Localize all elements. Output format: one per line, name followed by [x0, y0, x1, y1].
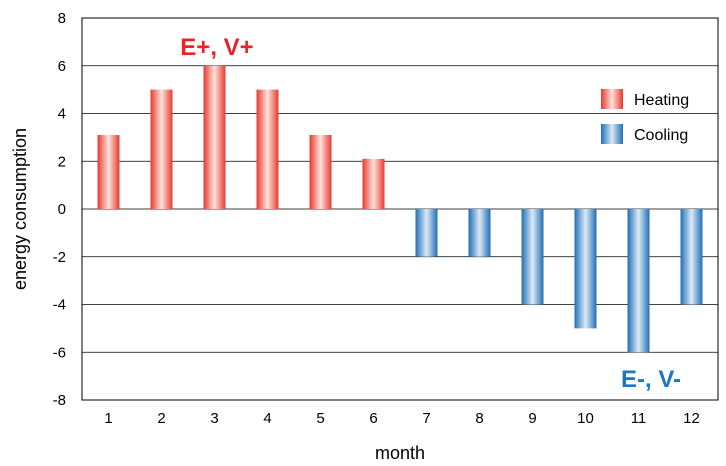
x-tick-label: 8: [475, 410, 483, 427]
y-tick-label: 6: [58, 58, 66, 75]
legend-label-cooling: Cooling: [634, 127, 688, 144]
heating-bar-2: [150, 89, 173, 209]
x-tick-label: 2: [157, 410, 165, 427]
y-tick-label: 8: [58, 10, 66, 27]
y-tick-labels: -8 -6 -4 -2 0 2 4 6 8: [53, 10, 66, 409]
heating-bar-1: [97, 134, 120, 209]
legend-swatch-heating: [601, 89, 623, 109]
annotation-heating: E+, V+: [180, 34, 253, 61]
heating-bar-5: [309, 134, 332, 209]
y-tick-label: -6: [53, 344, 66, 361]
heating-bar-4: [256, 89, 279, 209]
x-axis-label: month: [375, 443, 425, 463]
plot-frame: [81, 17, 719, 401]
heating-bar-3: [203, 65, 226, 209]
y-tick-label: -4: [53, 297, 66, 314]
cooling-bar-8: [468, 209, 491, 257]
heating-bar-6: [362, 158, 385, 209]
bars: [97, 65, 703, 353]
x-tick-label: 12: [683, 410, 700, 427]
cooling-bar-7: [415, 209, 438, 257]
x-tick-label: 5: [316, 410, 324, 427]
annotation-cooling: E-, V-: [621, 366, 681, 393]
x-tick-label: 1: [104, 410, 112, 427]
x-tick-label: 3: [210, 410, 218, 427]
y-tick-label: 0: [58, 201, 66, 218]
y-axis-label: energy consumption: [10, 128, 30, 290]
legend-label-heating: Heating: [634, 92, 689, 109]
y-tick-label: 4: [58, 106, 66, 123]
x-tick-label: 4: [263, 410, 271, 427]
legend-swatch-cooling: [601, 124, 623, 144]
grid-lines: [82, 65, 718, 353]
x-tick-label: 6: [369, 410, 377, 427]
x-tick-labels: 1 2 3 4 5 6 7 8 9 10 11 12: [104, 410, 700, 427]
x-tick-label: 11: [631, 410, 647, 427]
x-tick-label: 10: [577, 410, 594, 427]
y-tick-label: -8: [53, 392, 66, 409]
x-tick-label: 7: [422, 410, 430, 427]
x-tick-label: 9: [528, 410, 536, 427]
y-tick-label: 2: [58, 153, 66, 170]
cooling-bar-9: [521, 209, 544, 305]
cooling-bar-12: [680, 209, 703, 305]
cooling-bar-11: [627, 209, 650, 353]
cooling-bar-10: [574, 209, 597, 329]
legend: Heating Cooling: [601, 89, 689, 144]
y-tick-label: -2: [53, 249, 66, 266]
